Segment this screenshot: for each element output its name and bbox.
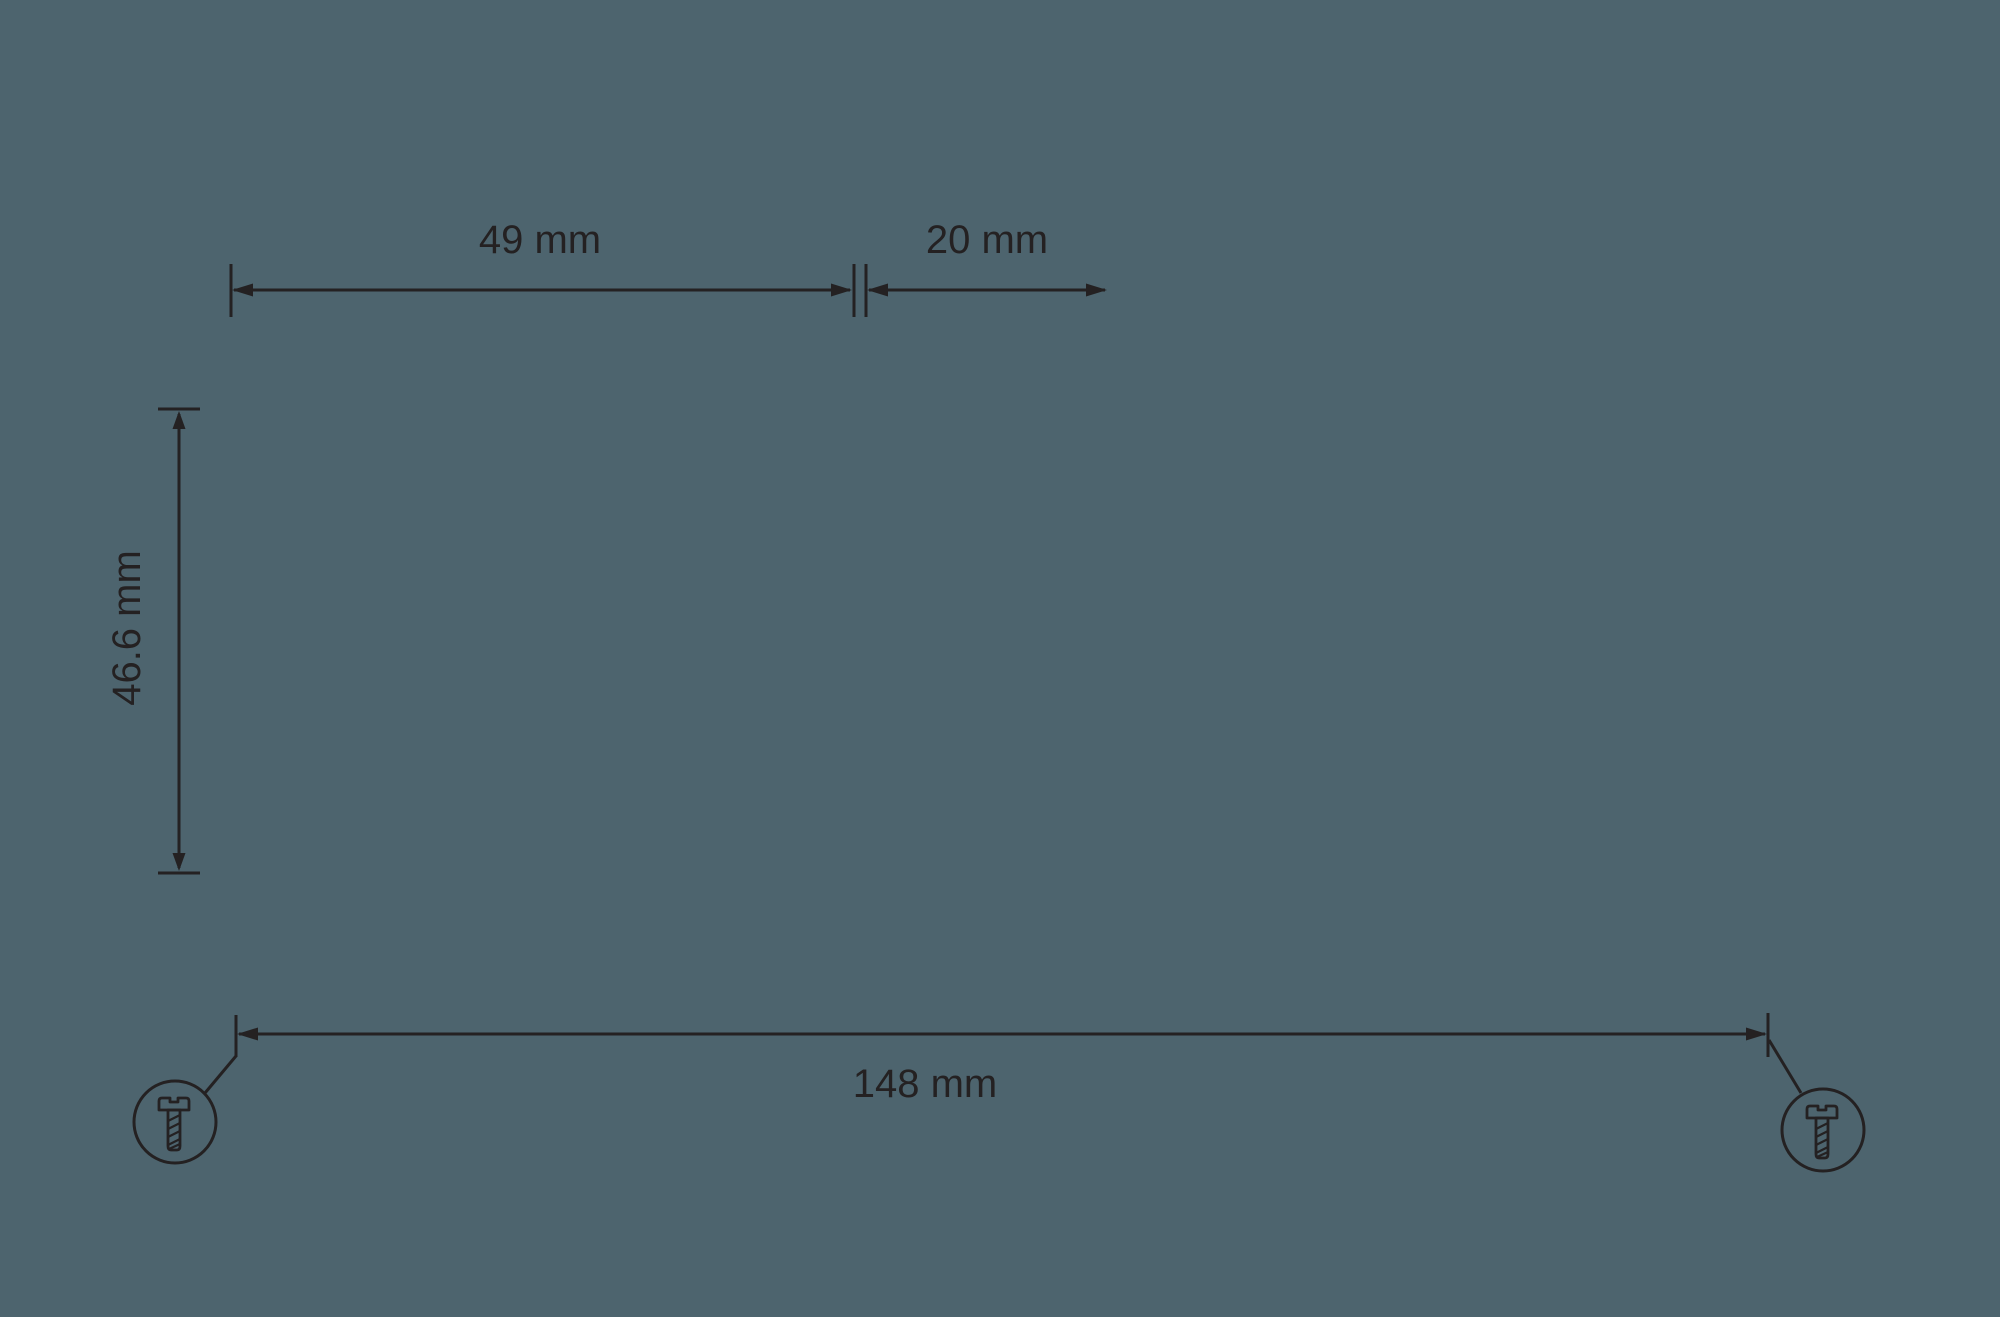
arrowhead-down <box>172 853 186 871</box>
leader-line <box>1767 1039 1803 1094</box>
dimension-46-6mm: 46.6 mm <box>105 407 200 875</box>
dimension-148mm: 148 mm <box>234 1013 1770 1106</box>
arrowhead-right <box>1086 283 1107 297</box>
dimension-label-49mm: 49 mm <box>479 218 601 262</box>
screw-icon <box>1805 1104 1839 1160</box>
callout-right-screw <box>1767 1039 1866 1173</box>
screw-icon <box>157 1096 191 1152</box>
leader-line <box>203 1055 238 1094</box>
arrowhead-right <box>831 283 852 297</box>
arrowhead-right <box>1746 1027 1767 1041</box>
dimension-label-20mm: 20 mm <box>926 218 1048 262</box>
dimension-49mm: 49 mm <box>229 218 856 317</box>
dimension-20mm: 20 mm <box>864 218 1107 317</box>
arrowhead-up <box>172 411 186 429</box>
arrowhead-left <box>867 283 888 297</box>
dimension-label-148mm: 148 mm <box>853 1062 998 1106</box>
callout-circle <box>132 1079 218 1165</box>
callout-left-screw <box>132 1055 238 1165</box>
callout-circle <box>1780 1087 1866 1173</box>
dimension-label-46-6mm: 46.6 mm <box>105 550 149 706</box>
arrowhead-left <box>237 1027 258 1041</box>
arrowhead-left <box>232 283 253 297</box>
